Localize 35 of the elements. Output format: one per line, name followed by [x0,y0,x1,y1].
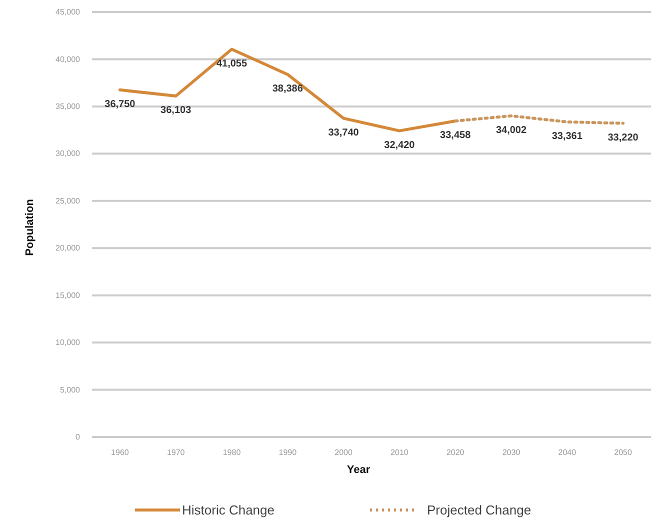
data-label: 36,750 [104,98,136,110]
x-tick-label: 2030 [502,448,521,457]
y-tick-label: 20,000 [56,244,81,253]
legend-label: Historic Change [182,502,274,518]
y-tick-label: 15,000 [56,290,81,300]
data-label: 33,740 [328,127,360,138]
x-tick-label: 2040 [558,448,577,457]
x-tick-label: 2000 [334,448,353,457]
data-label: 33,220 [608,132,639,144]
y-tick-label: 35,000 [56,102,81,112]
y-axis-title: Population [24,198,36,256]
x-tick-label: 1980 [222,448,242,457]
y-tick-label: 10,000 [56,338,81,348]
data-label: 32,420 [384,140,416,151]
data-label: 38,386 [272,83,304,94]
data-label: 36,103 [160,105,192,116]
y-tick-label: 0 [76,432,81,442]
data-label: 34,002 [496,124,527,136]
x-tick-label: 2010 [390,448,409,457]
y-tick-label: 25,000 [56,196,81,206]
x-tick-label: 1970 [166,448,186,457]
legend-label: Projected Change [427,502,532,518]
data-label: 33,361 [552,130,583,142]
y-tick-label: 5,000 [60,385,81,394]
x-tick-label: 1960 [111,448,130,457]
data-label: 41,055 [216,58,248,70]
y-tick-label: 30,000 [56,149,81,158]
data-label: 33,458 [440,130,472,142]
x-axis-title: Year [346,464,371,476]
x-tick-label: 2050 [614,448,632,457]
y-tick-label: 45,000 [56,8,81,17]
x-tick-label: 2020 [446,448,465,457]
x-tick-label: 1990 [278,448,298,457]
y-tick-label: 40,000 [56,54,81,64]
line-series [454,114,625,125]
